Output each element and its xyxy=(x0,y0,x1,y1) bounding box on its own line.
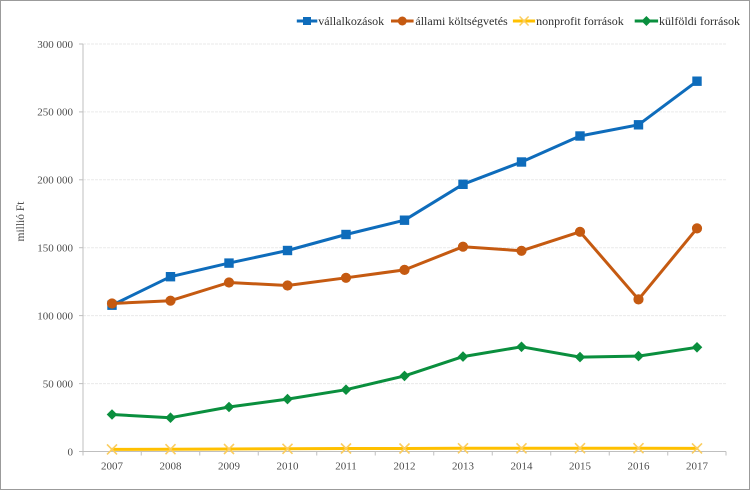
svg-text:2010: 2010 xyxy=(277,460,300,472)
svg-text:0: 0 xyxy=(68,446,74,458)
svg-text:2016: 2016 xyxy=(628,460,651,472)
svg-text:2011: 2011 xyxy=(335,460,357,472)
svg-text:300 000: 300 000 xyxy=(37,39,73,51)
svg-text:nonprofit források: nonprofit források xyxy=(536,14,624,28)
svg-text:külföldi források: külföldi források xyxy=(659,14,740,28)
svg-text:millió Ft: millió Ft xyxy=(15,201,27,242)
svg-text:2007: 2007 xyxy=(101,460,124,472)
svg-text:200 000: 200 000 xyxy=(37,175,73,187)
svg-text:2012: 2012 xyxy=(394,460,416,472)
svg-text:2014: 2014 xyxy=(511,460,534,472)
svg-text:2013: 2013 xyxy=(452,460,475,472)
svg-text:2008: 2008 xyxy=(160,460,183,472)
svg-text:állami költségvetés: állami költségvetés xyxy=(415,14,508,28)
svg-text:100 000: 100 000 xyxy=(37,310,73,322)
svg-text:vállalkozások: vállalkozások xyxy=(318,14,384,28)
svg-text:2009: 2009 xyxy=(218,460,241,472)
svg-text:2015: 2015 xyxy=(569,460,592,472)
svg-text:250 000: 250 000 xyxy=(37,107,73,119)
svg-text:2017: 2017 xyxy=(686,460,709,472)
svg-text:150 000: 150 000 xyxy=(37,243,73,255)
svg-text:50 000: 50 000 xyxy=(43,378,74,390)
